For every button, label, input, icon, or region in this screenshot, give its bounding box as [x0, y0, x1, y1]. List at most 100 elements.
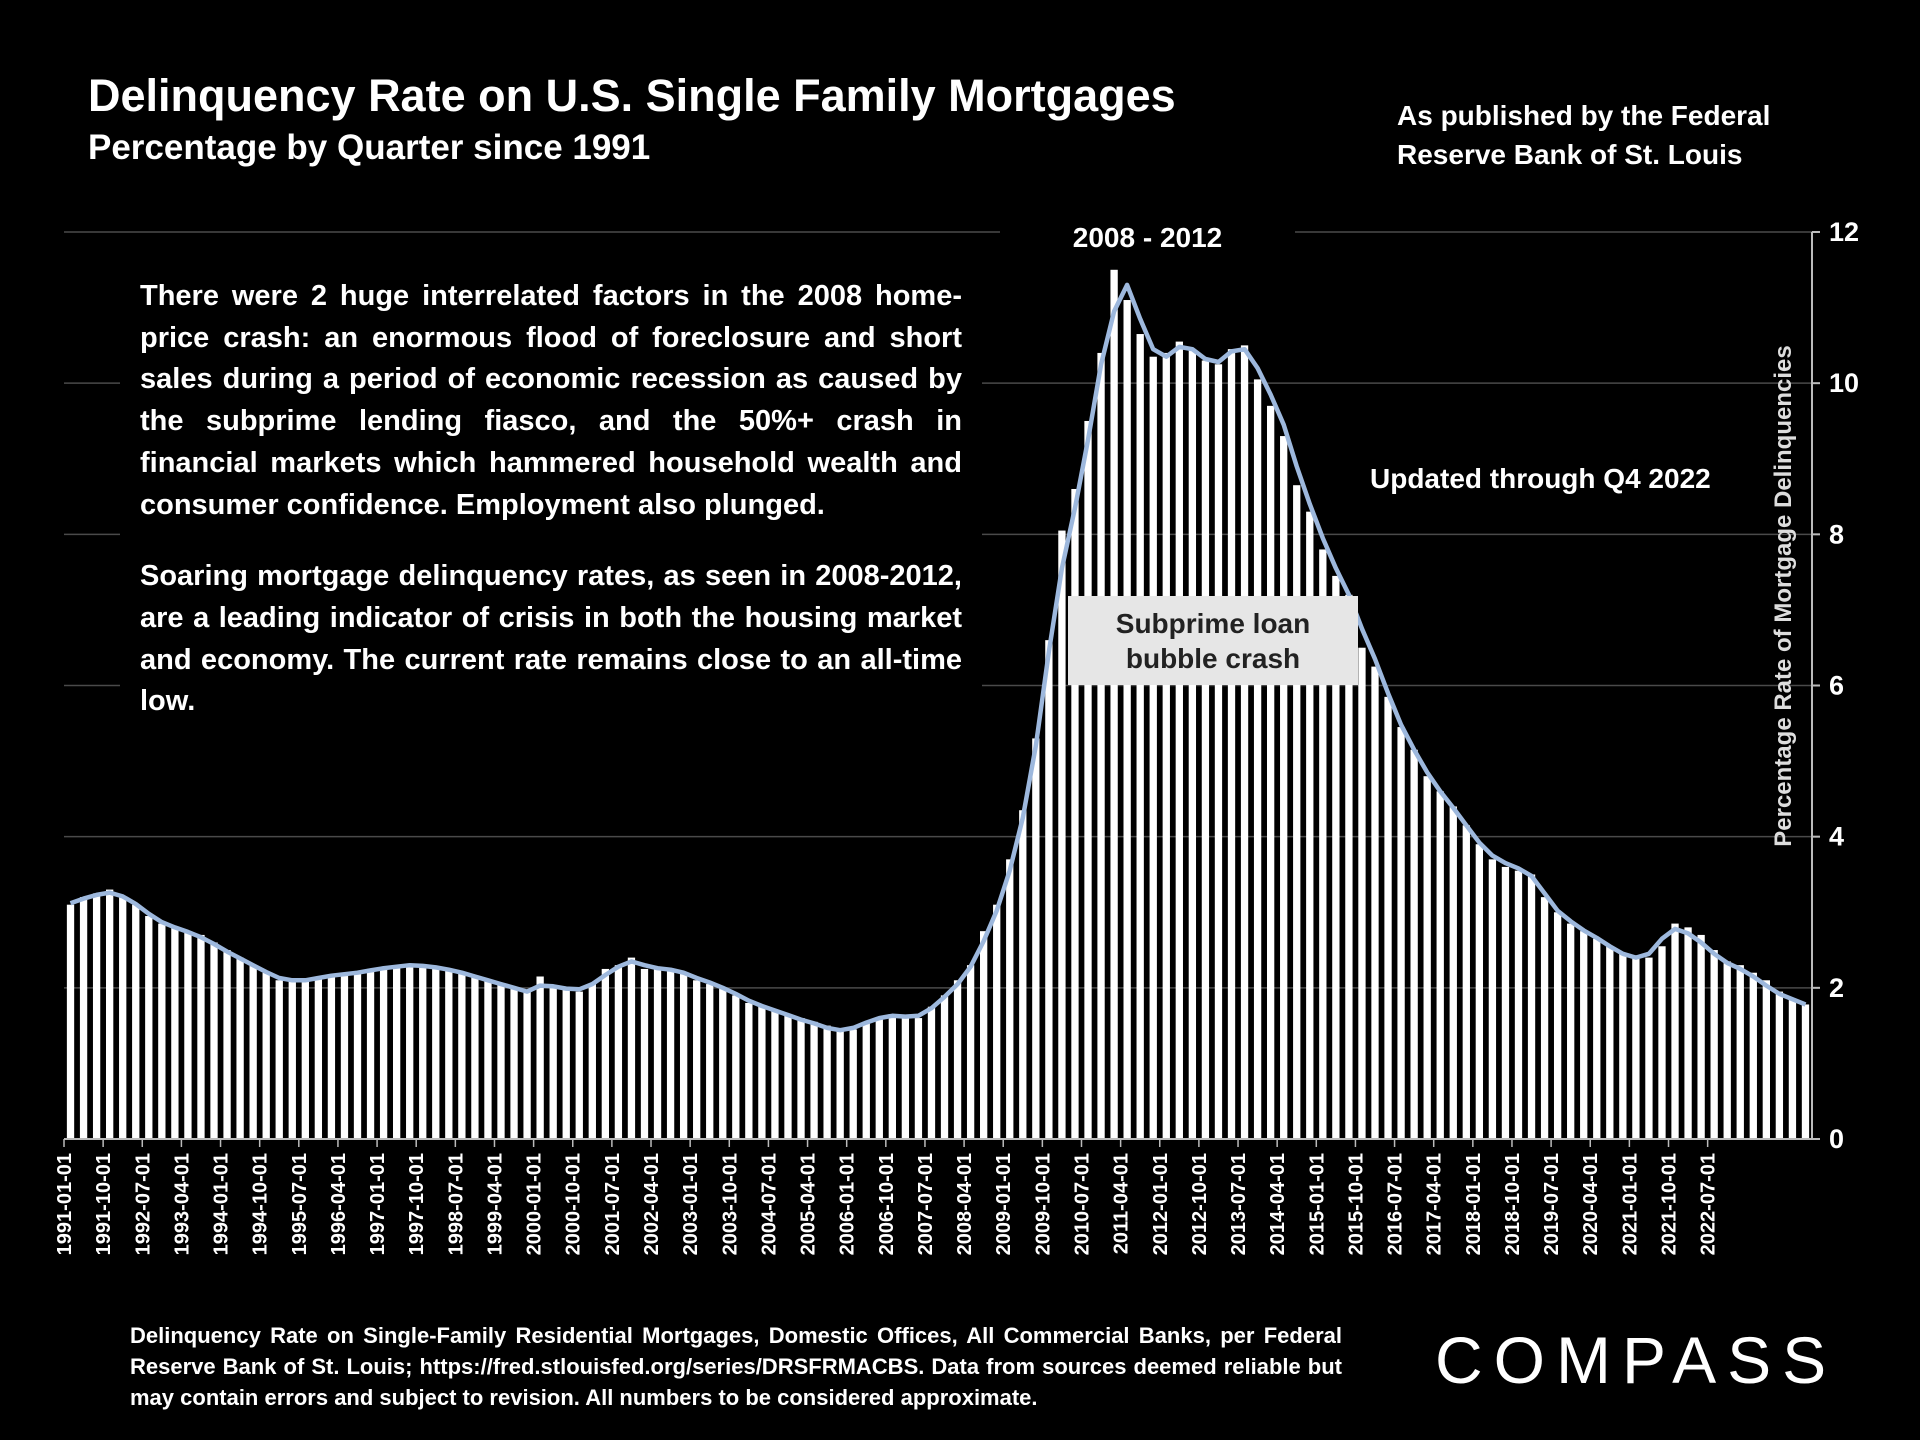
bar: [1240, 345, 1249, 1139]
bar: [1032, 738, 1040, 1139]
bar: [223, 950, 231, 1139]
bar: [1149, 356, 1157, 1139]
bar: [1788, 999, 1797, 1139]
bar: [1175, 341, 1183, 1139]
x-tick-label: 2015-01-01: [1306, 1153, 1328, 1255]
bar: [745, 1002, 753, 1139]
bar: [640, 968, 649, 1139]
x-tick-label: 1996-04-01: [328, 1153, 350, 1255]
bar: [510, 987, 518, 1139]
x-tick-label: 1997-01-01: [367, 1153, 389, 1255]
y-tick-label: 0: [1829, 1124, 1844, 1154]
bar: [197, 934, 205, 1139]
bars: [66, 269, 1810, 1140]
bar: [1423, 776, 1431, 1139]
x-tick-label: 2003-01-01: [680, 1153, 702, 1255]
bar: [536, 976, 544, 1139]
bar: [1658, 946, 1666, 1139]
bar: [940, 995, 949, 1139]
bar: [1593, 938, 1601, 1139]
bar: [184, 931, 192, 1139]
bar: [758, 1006, 766, 1139]
x-tick-label: 2022-07-01: [1698, 1153, 1720, 1255]
story-text-box: There were 2 huge interrelated factors i…: [120, 266, 982, 734]
bar: [693, 980, 701, 1139]
bar: [1293, 485, 1301, 1139]
story-paragraph-2: Soaring mortgage delinquency rates, as s…: [140, 560, 962, 718]
bar: [340, 972, 349, 1139]
bar: [588, 984, 596, 1139]
bar: [1345, 594, 1353, 1139]
bar: [301, 980, 309, 1139]
x-tick-label: 2011-04-01: [1111, 1153, 1133, 1254]
x-tick-label: 2007-07-01: [915, 1153, 937, 1255]
x-tick-label: 2002-04-01: [641, 1153, 663, 1255]
bar: [79, 897, 88, 1139]
bar: [575, 991, 583, 1139]
bar: [392, 965, 401, 1139]
bar: [1332, 575, 1340, 1139]
bar: [327, 976, 336, 1139]
x-tick-label: 1997-10-01: [406, 1153, 428, 1255]
updated-label: Updated through Q4 2022: [1370, 463, 1711, 494]
page-subtitle: Percentage by Quarter since 1991: [88, 128, 651, 167]
x-tick-label: 2006-01-01: [837, 1153, 859, 1255]
bar: [106, 889, 114, 1139]
bar: [1462, 825, 1470, 1139]
compass-logo: COMPASS: [1435, 1323, 1838, 1397]
x-tick-label: 2017-04-01: [1424, 1153, 1446, 1255]
bar: [458, 972, 466, 1139]
x-tick-label: 1992-07-01: [132, 1153, 154, 1255]
story-paragraph-1: There were 2 huge interrelated factors i…: [140, 280, 962, 521]
x-tick-label: 2013-07-01: [1228, 1153, 1250, 1255]
x-tick-label: 1999-04-01: [484, 1153, 506, 1255]
bar: [132, 904, 140, 1139]
x-tick-label: 2021-01-01: [1619, 1153, 1641, 1255]
x-tick-label: 2014-04-01: [1267, 1153, 1289, 1255]
bar: [379, 968, 388, 1139]
bar: [771, 1010, 779, 1139]
bar: [1253, 379, 1262, 1139]
bar: [314, 976, 323, 1139]
bar: [849, 1029, 857, 1139]
bar: [119, 897, 127, 1139]
bar: [966, 965, 975, 1139]
bar: [145, 916, 153, 1139]
bar: [275, 980, 283, 1139]
bar: [1567, 923, 1575, 1139]
bar: [210, 942, 218, 1139]
bar: [471, 976, 479, 1139]
bar: [1201, 360, 1210, 1139]
x-tick-label: 2012-10-01: [1189, 1153, 1211, 1255]
bar: [288, 980, 296, 1139]
bar: [497, 984, 505, 1139]
bar: [679, 972, 688, 1139]
bar: [862, 1021, 870, 1139]
x-tick-label: 2006-10-01: [876, 1153, 898, 1255]
bar: [366, 968, 375, 1139]
bar: [432, 968, 440, 1139]
x-tick-label: 2008-04-01: [954, 1153, 976, 1255]
bar: [158, 923, 166, 1139]
bar: [1632, 957, 1640, 1139]
bar: [1384, 696, 1392, 1139]
bar: [1397, 727, 1405, 1139]
x-tick-label: 2001-07-01: [602, 1153, 624, 1255]
x-tick-label: 2018-10-01: [1502, 1153, 1524, 1255]
bar: [1136, 334, 1144, 1140]
x-tick-label: 2016-07-01: [1385, 1153, 1407, 1255]
x-tick-label: 2018-01-01: [1463, 1153, 1485, 1255]
bar: [1580, 931, 1588, 1139]
y-tick-label: 12: [1829, 217, 1859, 247]
page-title: Delinquency Rate on U.S. Single Family M…: [88, 70, 1176, 121]
y-tick-label: 8: [1829, 519, 1844, 549]
bar: [601, 968, 610, 1139]
bar: [1527, 874, 1536, 1139]
x-tick-label: 1991-10-01: [93, 1153, 115, 1255]
bar: [836, 1029, 844, 1139]
source-note: As published by the Federal Reserve Bank…: [1397, 100, 1771, 170]
bar: [1123, 300, 1131, 1139]
bar: [406, 965, 414, 1139]
bar: [1214, 364, 1223, 1139]
